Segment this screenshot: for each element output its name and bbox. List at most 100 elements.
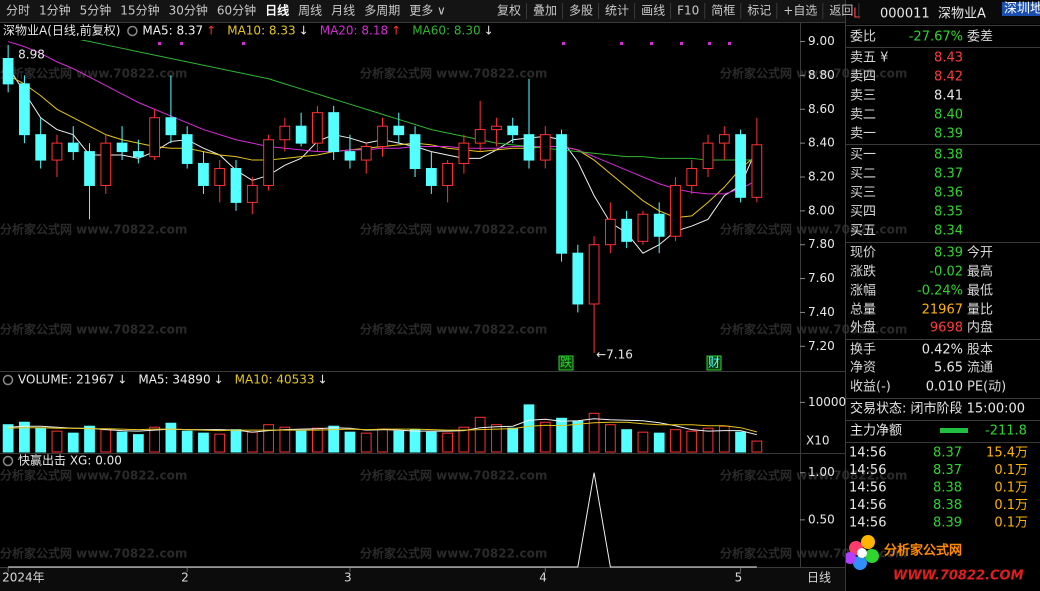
watermark: 分析家公式网 www.70822.com bbox=[360, 546, 547, 561]
low-label: ←7.16 bbox=[596, 348, 633, 362]
candle-body bbox=[116, 142, 128, 153]
toolbar-tab[interactable]: 分时 bbox=[6, 4, 30, 18]
legend-text: ↓ bbox=[117, 373, 127, 387]
legend-text: MA5: 8.37 bbox=[142, 24, 203, 38]
volume-bar bbox=[198, 432, 209, 453]
candle-body bbox=[100, 142, 112, 186]
toolbar-button[interactable]: +自选 bbox=[783, 4, 817, 18]
candle-body bbox=[621, 218, 633, 242]
toolbar-button[interactable]: 返回 bbox=[829, 4, 853, 18]
quote-label: 涨幅 bbox=[850, 284, 876, 299]
candle-body bbox=[279, 125, 291, 141]
toolbar-tab[interactable]: 1分钟 bbox=[39, 3, 71, 18]
toolbar-button[interactable]: F10 bbox=[677, 4, 699, 18]
tick-time: 14:56 bbox=[849, 498, 886, 513]
quote-label: 卖二 bbox=[850, 108, 876, 123]
volume-bar bbox=[165, 422, 177, 453]
toolbar-button[interactable]: 复权 bbox=[497, 4, 521, 18]
volume-bar bbox=[132, 434, 144, 453]
sector-badge bbox=[1002, 2, 1040, 16]
candle-body bbox=[295, 125, 307, 144]
signal-dot bbox=[562, 42, 565, 45]
toolbar-button[interactable]: 简框 bbox=[711, 4, 735, 18]
watermark: 分析家公式网 www.70822.com bbox=[720, 322, 907, 337]
quote-label: 换手 bbox=[850, 343, 876, 358]
quote-label: 委差 bbox=[967, 30, 993, 45]
logo-petal bbox=[861, 535, 875, 549]
toolbar-button[interactable]: 多股 bbox=[569, 4, 593, 18]
ma-line bbox=[79, 40, 757, 161]
toolbar-button[interactable]: 画线 bbox=[641, 4, 665, 18]
y-tick-label: 7.20 bbox=[808, 339, 835, 353]
candle-body bbox=[751, 144, 763, 198]
net-flow-bar bbox=[940, 428, 968, 433]
toolbar-button[interactable]: 统计 bbox=[605, 4, 629, 18]
signal-dot bbox=[680, 42, 683, 45]
legend-text: ↓ bbox=[318, 373, 328, 387]
legend-text: ↑ bbox=[206, 24, 216, 38]
tick-price: 8.37 bbox=[933, 446, 962, 461]
quote-label: 最低 bbox=[967, 284, 993, 299]
toolbar-tab[interactable]: 多周期 bbox=[364, 4, 400, 18]
tick-time: 14:56 bbox=[849, 446, 886, 461]
legend-icon bbox=[2, 374, 14, 386]
date-label: 2024年 bbox=[2, 571, 45, 585]
quote-label: 买三 bbox=[850, 186, 876, 201]
quote-label: 卖三 bbox=[850, 89, 876, 104]
volume-bar bbox=[556, 417, 567, 453]
quote-value: 5.65 bbox=[934, 361, 963, 376]
date-axis-bar bbox=[0, 568, 845, 591]
volume-bar bbox=[19, 421, 30, 453]
candle-body bbox=[246, 184, 258, 203]
quote-value: 0.42% bbox=[922, 343, 963, 358]
signal-dot bbox=[620, 42, 623, 45]
quote-value: 8.36 bbox=[934, 186, 963, 201]
tick-volume: 0.1万 bbox=[994, 498, 1028, 513]
tick-price: 8.37 bbox=[933, 463, 962, 478]
toolbar-tab[interactable]: 30分钟 bbox=[169, 3, 208, 18]
watermark: 分析家公式网 www.70822.com bbox=[360, 322, 547, 337]
trade-status: 交易状态: 闭市阶段 15:00:00 bbox=[850, 401, 1025, 417]
tick-price: 8.38 bbox=[933, 481, 962, 496]
date-label: 3 bbox=[344, 571, 352, 585]
candle-body bbox=[686, 168, 698, 186]
volume-bar bbox=[214, 433, 226, 453]
volume-bar bbox=[279, 426, 291, 453]
candle-body bbox=[19, 83, 30, 136]
candle-body bbox=[84, 151, 95, 186]
date-label: 5 bbox=[735, 571, 743, 585]
quote-value: 8.42 bbox=[934, 70, 963, 85]
candle-body bbox=[458, 142, 470, 164]
price-plot bbox=[2, 40, 763, 354]
candle-body bbox=[523, 134, 535, 161]
candle-body bbox=[735, 134, 746, 198]
quote-label: 总量 bbox=[850, 303, 876, 318]
candle-body bbox=[51, 142, 63, 161]
event-label: 财 bbox=[708, 356, 720, 370]
toolbar-tab[interactable]: 周线 bbox=[298, 4, 322, 18]
candle-body bbox=[165, 117, 177, 136]
high-label: 8.98 bbox=[18, 47, 45, 61]
toolbar-button[interactable]: 叠加 bbox=[533, 4, 557, 18]
logo-name: 分析家公式网 bbox=[884, 543, 962, 559]
quote-label: 涨跌 bbox=[850, 264, 876, 280]
quote-sector[interactable]: 深圳地产 bbox=[1004, 2, 1040, 17]
tick-volume: 0.1万 bbox=[994, 481, 1028, 496]
candle-body bbox=[328, 112, 340, 153]
quote-label: 股本 bbox=[967, 343, 993, 358]
legend-text: ↓ bbox=[484, 24, 494, 38]
volume-bar bbox=[491, 424, 502, 453]
toolbar-tab[interactable]: 月线 bbox=[331, 4, 355, 18]
toolbar-button[interactable]: 标记 bbox=[747, 4, 771, 18]
toolbar-tab[interactable]: 更多 ∨ bbox=[409, 4, 446, 18]
quote-label: 卖一 bbox=[850, 127, 876, 142]
quote-value: -0.02 bbox=[929, 265, 963, 280]
ma-line bbox=[8, 421, 757, 433]
toolbar-tab[interactable]: 5分钟 bbox=[80, 3, 112, 18]
toolbar-tab[interactable]: 日线 bbox=[265, 3, 289, 18]
legend-text: MA5: 34890 bbox=[138, 373, 210, 387]
toolbar-tab[interactable]: 60分钟 bbox=[217, 3, 256, 18]
toolbar-tab[interactable]: 15分钟 bbox=[120, 3, 159, 18]
legend-icon bbox=[127, 25, 138, 37]
